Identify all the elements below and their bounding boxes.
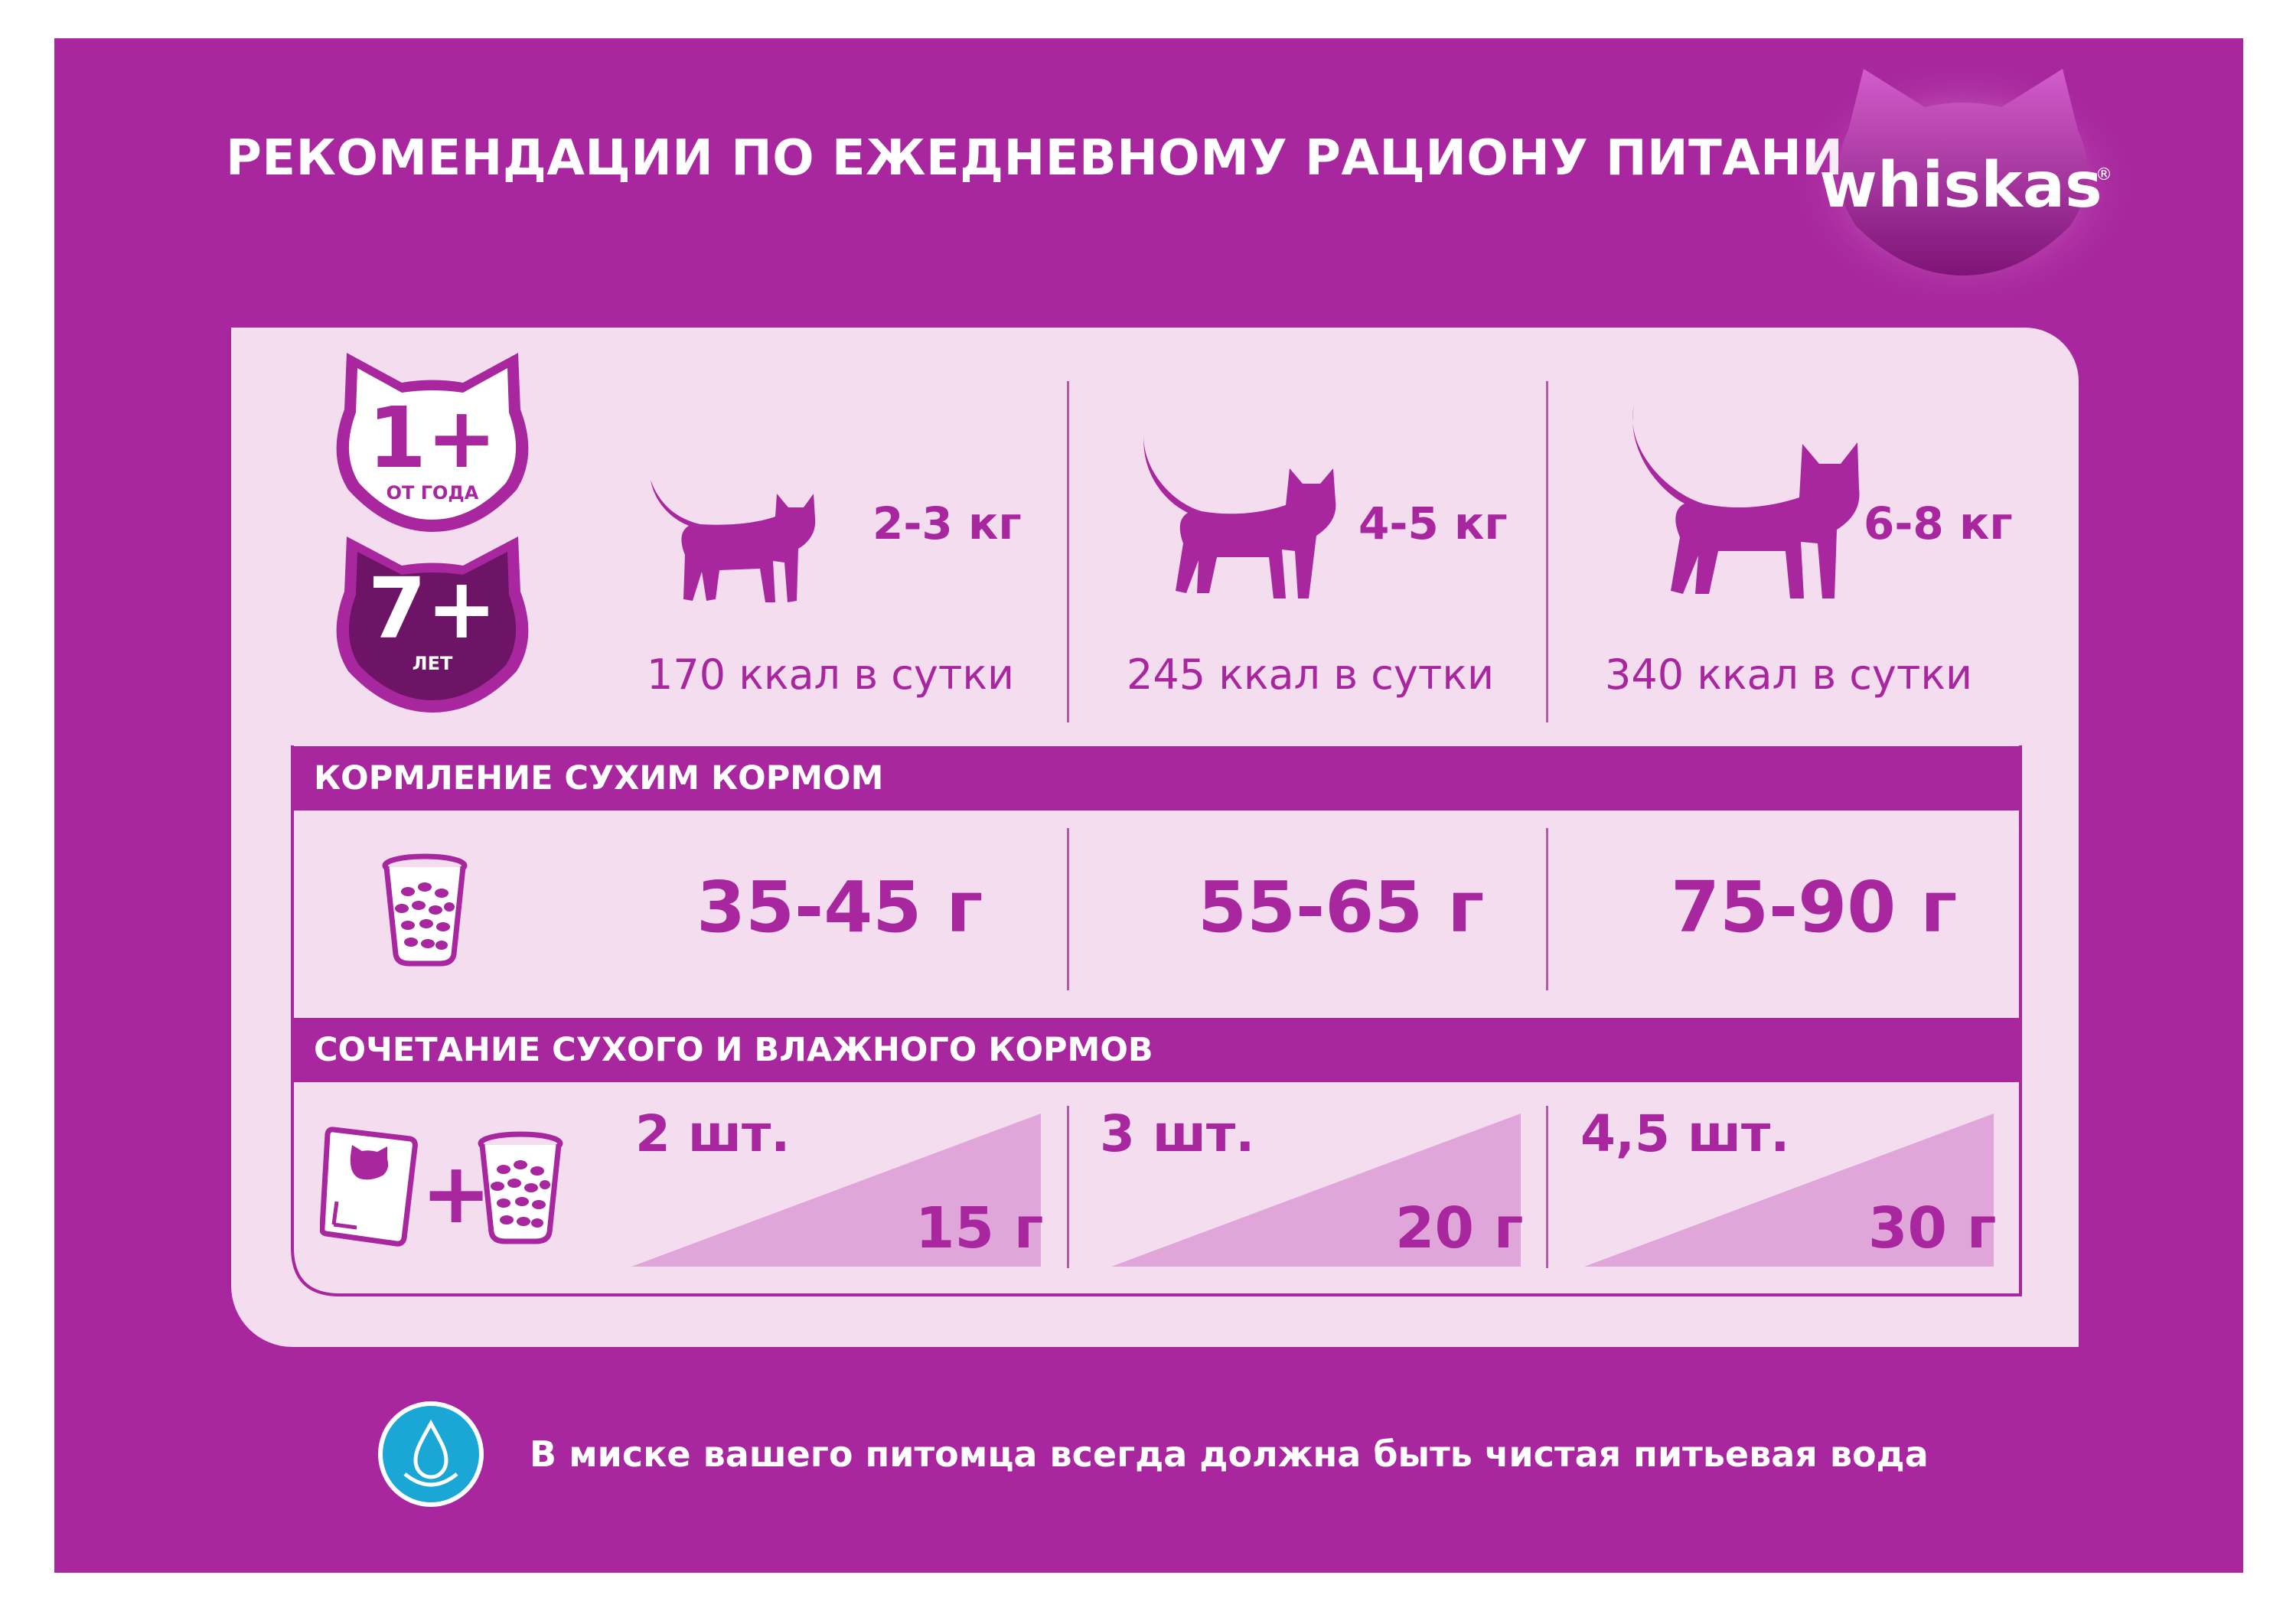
feeding-table-border [291,745,2022,1296]
divider [1546,381,1548,722]
ratio-triangle-large [1584,1114,1994,1267]
svg-text:ЛЕТ: ЛЕТ [413,653,453,674]
divider [1067,828,1069,990]
kcal-small: 170 ккал в сутки [647,651,1015,699]
water-drop-icon [378,1401,484,1507]
age-badge-1plus: 1+ ОТ ГОДА [336,353,529,532]
mixed-food-label: СОЧЕТАНИЕ СУХОГО И ВЛАЖНОГО КОРМОВ [314,1031,1153,1069]
large-cat-icon [1632,406,1860,598]
age-badge-7plus: 7+ ЛЕТ [336,536,529,713]
plus-sign: + [421,1144,492,1242]
divider [1067,381,1069,722]
weight-label-small: 2-3 кг [872,497,1022,550]
ratio-triangle-small [631,1114,1041,1267]
wet-food-pouch-icon [320,1127,418,1247]
dry-grams-medium: 20 г [1395,1195,1524,1261]
water-note: В миске вашего питомца всегда должна быт… [530,1433,1929,1475]
weight-label-medium: 4-5 кг [1358,497,1508,550]
medium-cat-icon [1143,432,1336,598]
svg-text:ОТ ГОДА: ОТ ГОДА [386,482,479,504]
dry-grams-small: 15 г [915,1195,1044,1261]
whiskas-logo: whiskas ® [1791,61,2135,306]
dry-food-amount-medium: 55-65 г [1198,866,1485,948]
dry-grams-large: 30 г [1868,1195,1997,1261]
pouch-count-large: 4,5 шт. [1580,1104,1790,1163]
divider [1067,1106,1069,1268]
svg-text:1+: 1+ [368,389,497,487]
dry-food-amount-small: 35-45 г [696,866,983,948]
svg-text:whiskas: whiskas [1819,149,2102,222]
divider [1546,828,1548,990]
dry-food-cup-icon [478,1131,563,1244]
ratio-triangle-medium [1111,1114,1521,1267]
svg-text:7+: 7+ [368,559,497,657]
kcal-medium: 245 ккал в сутки [1127,651,1495,699]
small-cat-icon [651,480,816,602]
pouch-count-medium: 3 шт. [1100,1104,1255,1163]
dry-food-cup-icon [382,853,468,967]
dry-food-label: КОРМЛЕНИЕ СУХИМ КОРМОМ [314,759,884,797]
kcal-large: 340 ккал в сутки [1605,651,1973,699]
dry-food-header [293,746,2020,810]
divider [1546,1106,1548,1268]
weight-label-large: 6-8 кг [1864,497,2013,550]
dry-food-amount-large: 75-90 г [1671,866,1958,948]
mixed-food-header [293,1018,2020,1082]
svg-text:®: ® [2095,165,2112,184]
page-title: РЕКОМЕНДАЦИИ ПО ЕЖЕДНЕВНОМУ РАЦИОНУ ПИТА… [226,130,1882,187]
pouch-count-small: 2 шт. [635,1104,791,1163]
